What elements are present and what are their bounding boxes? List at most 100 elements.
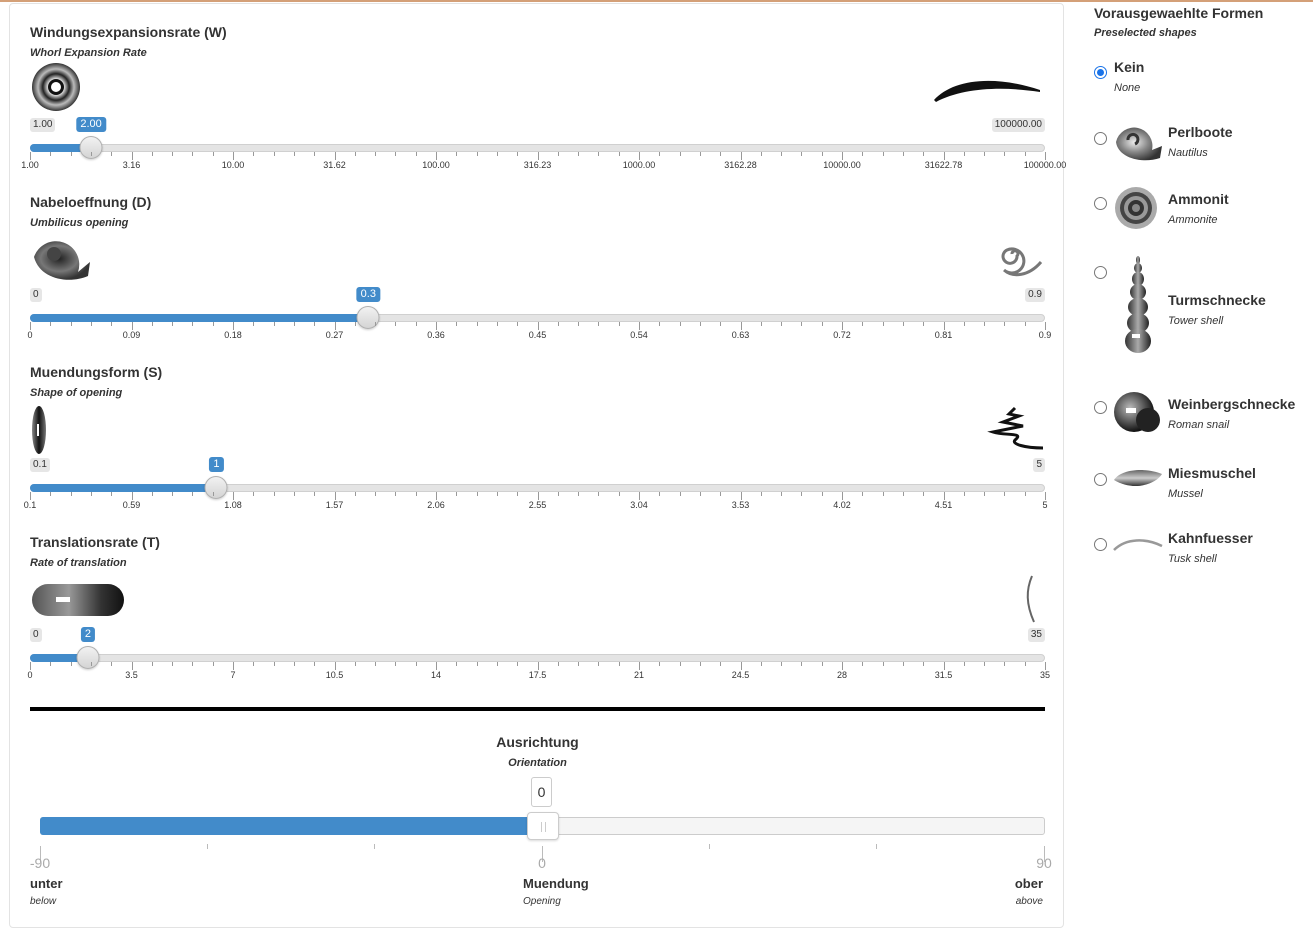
- slider-tick-label: 14: [430, 670, 442, 680]
- slider-minor-tick: [476, 322, 478, 326]
- preset-radio[interactable]: [1094, 266, 1107, 279]
- slider-minor-tick: [659, 152, 661, 156]
- preset-english-name: None: [1114, 82, 1141, 94]
- slider-minor-tick: [293, 152, 295, 156]
- slider-minor-tick: [111, 492, 113, 496]
- slider-minor-tick: [354, 662, 356, 666]
- slider-minor-tick: [496, 322, 498, 326]
- orientation-slider-handle[interactable]: [527, 812, 559, 840]
- slider-tick-label: 100000.00: [1023, 160, 1067, 170]
- slider-fill: [30, 484, 217, 492]
- slider-handle[interactable]: [76, 646, 100, 669]
- slider-minor-tick: [923, 322, 925, 326]
- slider-tick-label: 10000.00: [823, 160, 861, 170]
- slider-major-tick: [1045, 322, 1046, 330]
- preset-name: Kahnfuesser: [1168, 530, 1253, 546]
- orientation-tick: [374, 844, 375, 849]
- slider-major-tick: [1045, 662, 1046, 670]
- slider-major-tick: [30, 662, 31, 670]
- slider-minor-tick: [659, 662, 661, 666]
- orientation-tick: [709, 844, 710, 849]
- slider-minor-tick: [273, 662, 275, 666]
- slider-track[interactable]: [30, 144, 1045, 152]
- slider-minor-tick: [618, 322, 620, 326]
- ribbon-shell-icon: [985, 404, 1047, 457]
- slider-minor-tick: [699, 322, 701, 326]
- slider-tick-label: 31.5: [934, 670, 953, 680]
- slider-minor-tick: [172, 662, 174, 666]
- slider-minor-tick: [50, 662, 52, 666]
- slider-minor-tick: [598, 152, 600, 156]
- slider-title: Muendungsform (S): [30, 364, 163, 380]
- slider-minor-tick: [720, 322, 722, 326]
- orientation-tick: [542, 846, 543, 862]
- slider-major-tick: [131, 662, 133, 670]
- slider-ticks: [30, 322, 1046, 332]
- preset-radio[interactable]: [1094, 132, 1107, 145]
- slider-ticks: [30, 492, 1046, 502]
- preset-radio[interactable]: [1094, 197, 1107, 210]
- slider-section-translation: Translationsrate (T) Rate of translation…: [10, 514, 1065, 684]
- slider-minor-tick: [375, 662, 377, 666]
- slider-min-label: 0.1: [30, 458, 50, 472]
- slider-minor-tick: [517, 322, 519, 326]
- slider-minor-tick: [50, 322, 52, 326]
- nautilus-shell-icon: [30, 232, 92, 287]
- slider-minor-tick: [598, 662, 600, 666]
- slider-minor-tick: [90, 662, 92, 666]
- slider-major-tick: [842, 152, 843, 160]
- slider-major-tick: [537, 322, 539, 330]
- slider-max-label: 5: [1033, 458, 1045, 472]
- slider-minor-tick: [882, 662, 884, 666]
- slider-tick-label: 0.9: [1038, 330, 1052, 340]
- slider-minor-tick: [679, 662, 681, 666]
- slider-major-tick: [740, 492, 742, 500]
- slider-minor-tick: [151, 492, 153, 496]
- preset-radio[interactable]: [1094, 473, 1107, 486]
- slider-minor-tick: [375, 492, 377, 496]
- capsule-shell-icon: [30, 580, 126, 623]
- preset-radio[interactable]: [1094, 401, 1107, 414]
- thin-curve-icon: [1024, 574, 1038, 631]
- mussel-icon: [1112, 466, 1164, 499]
- slider-min-label: 0: [30, 288, 42, 302]
- slider-handle[interactable]: [356, 306, 380, 329]
- slider-tick-label: 7: [230, 670, 236, 680]
- slider-minor-tick: [923, 152, 925, 156]
- slider-minor-tick: [111, 322, 113, 326]
- slider-minor-tick: [679, 492, 681, 496]
- preset-radio[interactable]: [1094, 66, 1107, 79]
- slider-minor-tick: [557, 662, 559, 666]
- slider-major-tick: [334, 152, 336, 160]
- slider-minor-tick: [395, 492, 397, 496]
- slider-max-label: 100000.00: [991, 118, 1045, 132]
- slider-handle[interactable]: [204, 476, 228, 499]
- slider-minor-tick: [963, 662, 965, 666]
- orientation-slider-fill: [40, 817, 542, 835]
- slider-minor-tick: [456, 492, 458, 496]
- slider-tick-label: 5: [1042, 500, 1048, 510]
- slider-minor-tick: [679, 152, 681, 156]
- preset-name: Ammonit: [1168, 191, 1229, 207]
- slider-minor-tick: [963, 322, 965, 326]
- slider-major-tick: [30, 492, 31, 500]
- slider-track[interactable]: [30, 654, 1045, 662]
- slider-minor-tick: [415, 152, 417, 156]
- slider-minor-tick: [882, 152, 884, 156]
- slider-minor-tick: [456, 662, 458, 666]
- slider-major-tick: [537, 152, 539, 160]
- slider-minor-tick: [395, 322, 397, 326]
- slider-major-tick: [1045, 152, 1046, 160]
- ammonite-icon: [1112, 186, 1160, 235]
- slider-minor-tick: [212, 492, 214, 496]
- slider-minor-tick: [496, 152, 498, 156]
- slider-handle[interactable]: [79, 136, 103, 159]
- preset-radio[interactable]: [1094, 538, 1107, 551]
- slider-tick-label: 0.1: [23, 500, 37, 510]
- slider-minor-tick: [111, 152, 113, 156]
- slider-major-tick: [537, 662, 539, 670]
- slider-minor-tick: [902, 322, 904, 326]
- slider-major-tick: [436, 492, 437, 500]
- slider-minor-tick: [699, 152, 701, 156]
- slider-minor-tick: [781, 322, 783, 326]
